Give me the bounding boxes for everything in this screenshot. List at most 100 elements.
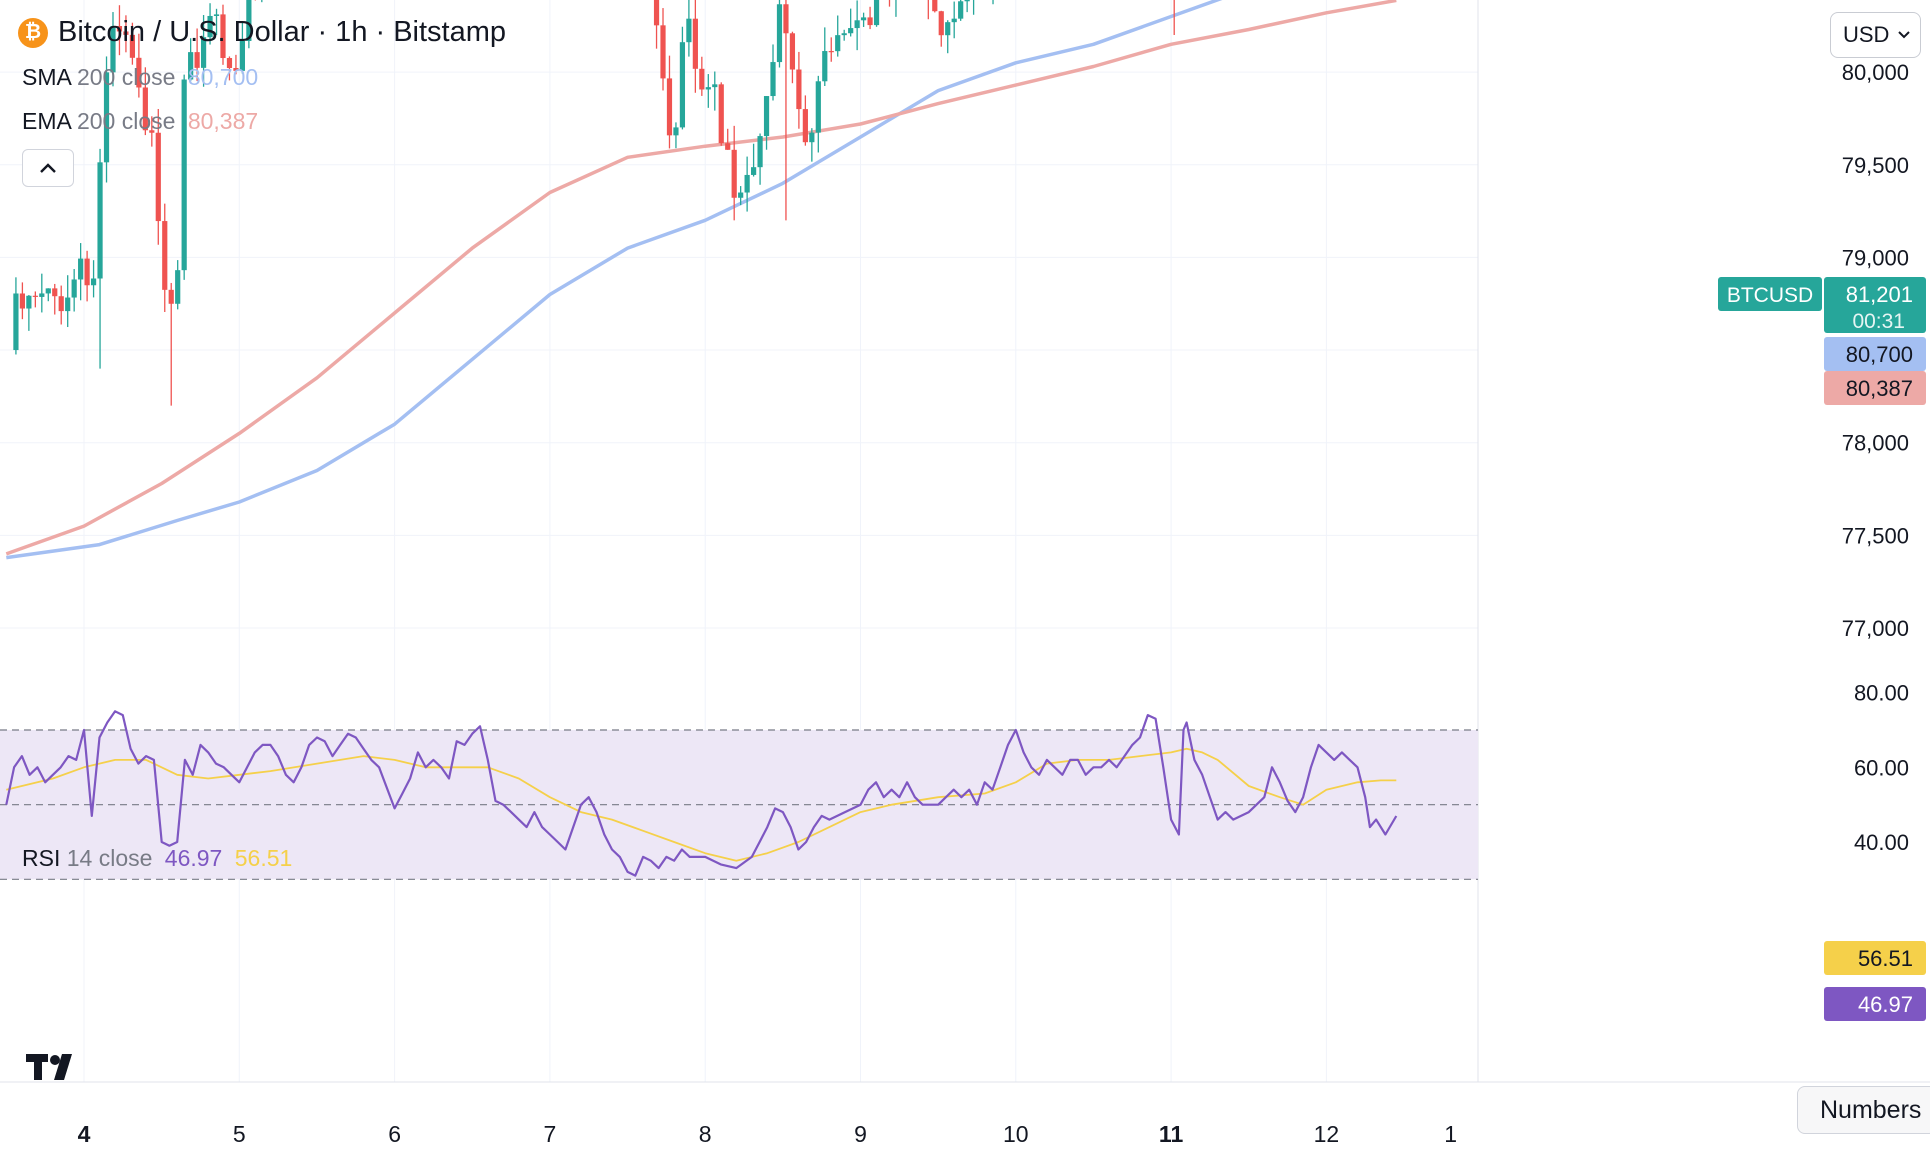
candle-body: [103, 72, 110, 163]
candle-body: [796, 69, 802, 110]
numbers-button[interactable]: Numbers: [1797, 1086, 1930, 1134]
candle-body: [52, 288, 58, 297]
rsi-tick-label: 40.00: [1854, 830, 1909, 855]
candle-body: [673, 127, 679, 136]
candle-body: [873, 0, 880, 26]
candle-body: [666, 78, 673, 136]
candle-body: [861, 17, 867, 21]
candle-body: [815, 81, 821, 133]
candle-body: [71, 279, 77, 298]
candle-body: [19, 293, 25, 309]
rsi-name: RSI: [22, 845, 61, 871]
chevron-down-icon: [1898, 31, 1910, 39]
tradingview-logo-icon[interactable]: [26, 1052, 84, 1087]
candle-body: [90, 278, 97, 286]
sma-params: 200 close: [76, 64, 176, 90]
candle-body: [692, 18, 698, 69]
rsi-ma-tag: [1824, 941, 1926, 975]
ma-line: [6, 0, 1223, 560]
candle-body: [660, 25, 666, 79]
chart-title: ₿ Bitcoin / U.S. Dollar · 1h · Bitstamp: [18, 16, 506, 49]
time-tick-label: 1: [1444, 1121, 1457, 1147]
ema-price-tag: [1824, 371, 1926, 405]
price-tick-label: 77,000: [1842, 616, 1909, 641]
ema-price-label: 80,387: [1846, 376, 1913, 401]
last-price-label: 81,201: [1846, 282, 1913, 307]
rsi-line: [5, 710, 1398, 877]
candle-body: [867, 17, 873, 26]
candle-body: [932, 0, 938, 12]
candle-body: [822, 51, 828, 82]
grid-lines: [0, 0, 1930, 1083]
candle-body: [200, 37, 207, 68]
sma-price-label: 80,700: [1846, 342, 1913, 367]
candle-body: [226, 58, 233, 69]
price-tick-label: 77,500: [1842, 523, 1909, 548]
collapse-legend-button[interactable]: [22, 149, 74, 187]
rsi-ma-label: 56.51: [1858, 946, 1913, 971]
time-tick-label: 8: [699, 1121, 712, 1147]
currency-selector[interactable]: USD: [1830, 12, 1921, 58]
candle-body: [239, 40, 246, 71]
rsi-legend[interactable]: RSI 14 close 46.97 56.51: [22, 845, 292, 872]
countdown-label: 00:31: [1852, 310, 1905, 333]
candle-body: [149, 130, 155, 133]
rsi-value: 46.97: [164, 845, 223, 871]
candle-body: [84, 258, 90, 286]
price-tick-label: 78,000: [1842, 431, 1909, 456]
rsi-axis[interactable]: 40.00 60.00 80.00: [1854, 681, 1909, 855]
candle-body: [731, 149, 737, 198]
candle-body: [175, 270, 181, 304]
sma-value: 80,700: [187, 64, 259, 90]
candle-body: [854, 20, 860, 29]
candle-body: [958, 1, 964, 19]
candle-body: [123, 31, 129, 35]
rsi-value-label: 46.97: [1858, 992, 1913, 1017]
candle-body: [129, 34, 136, 58]
ema-legend[interactable]: EMA 200 close 80,387: [22, 108, 258, 135]
candle-body: [848, 28, 854, 34]
candle-body: [233, 68, 239, 71]
sma-price-tag: [1824, 337, 1926, 371]
candle-body: [181, 79, 187, 271]
candle-body: [783, 4, 789, 34]
candle-body: [97, 162, 103, 279]
candle-body: [738, 192, 744, 198]
candle-body: [679, 42, 686, 128]
rsi-ma-value: 56.51: [234, 845, 293, 871]
symbol-title[interactable]: Bitcoin / U.S. Dollar · 1h · Bitstamp: [58, 16, 507, 48]
time-tick-label: 12: [1314, 1121, 1340, 1147]
candle-body: [789, 33, 796, 70]
sma-name: SMA: [22, 64, 71, 90]
candlestick-series: [13, 0, 1175, 406]
symbol-tag-label: BTCUSD: [1727, 284, 1813, 307]
currency-label: USD: [1843, 22, 1890, 47]
candle-body: [763, 96, 770, 137]
time-tick-label: 5: [233, 1121, 246, 1147]
candle-body: [142, 87, 148, 131]
price-tick-label: 80,000: [1842, 60, 1909, 85]
price-tags: BTCUSD 81,201 00:31 80,700 80,387 56.51 46.97: [1718, 277, 1926, 1021]
candle-body: [841, 33, 847, 36]
candle-body: [828, 51, 834, 53]
time-axis[interactable]: 4 5 6 7 8 9 10 11 12 1: [78, 1121, 1457, 1147]
candle-body: [39, 293, 45, 297]
candle-body: [32, 295, 38, 297]
moving-average-lines: [5, 0, 1397, 560]
time-tick-label: 7: [544, 1121, 557, 1147]
sma-legend[interactable]: SMA 200 close 80,700: [22, 64, 258, 91]
candle-body: [945, 22, 951, 36]
rsi-tick-label: 60.00: [1854, 755, 1909, 780]
time-tick-label: 4: [78, 1121, 91, 1147]
candle-body: [13, 293, 19, 351]
price-tick-label: 79,500: [1842, 153, 1909, 178]
candle-body: [751, 167, 757, 175]
candle-body: [194, 52, 200, 68]
candle-body: [58, 296, 64, 312]
candle-body: [65, 297, 71, 312]
rsi-params: 14 close: [66, 845, 153, 871]
candle-body: [213, 14, 220, 16]
candle-body: [155, 132, 161, 222]
candle-body: [188, 52, 194, 80]
